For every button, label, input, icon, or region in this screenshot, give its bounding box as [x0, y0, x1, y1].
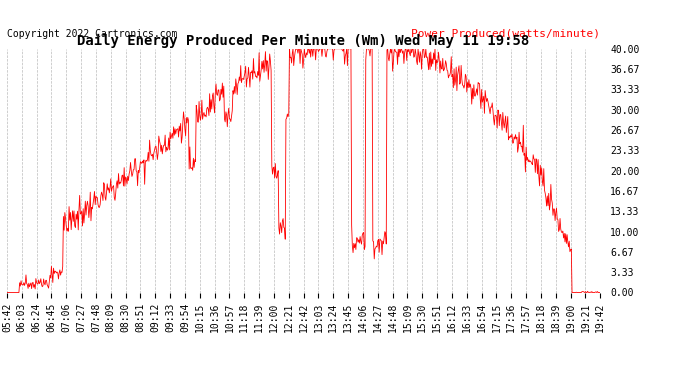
- Text: Copyright 2022 Cartronics.com: Copyright 2022 Cartronics.com: [8, 29, 178, 39]
- Title: Daily Energy Produced Per Minute (Wm) Wed May 11 19:58: Daily Energy Produced Per Minute (Wm) We…: [77, 33, 530, 48]
- Text: Power Produced(watts/minute): Power Produced(watts/minute): [411, 29, 600, 39]
